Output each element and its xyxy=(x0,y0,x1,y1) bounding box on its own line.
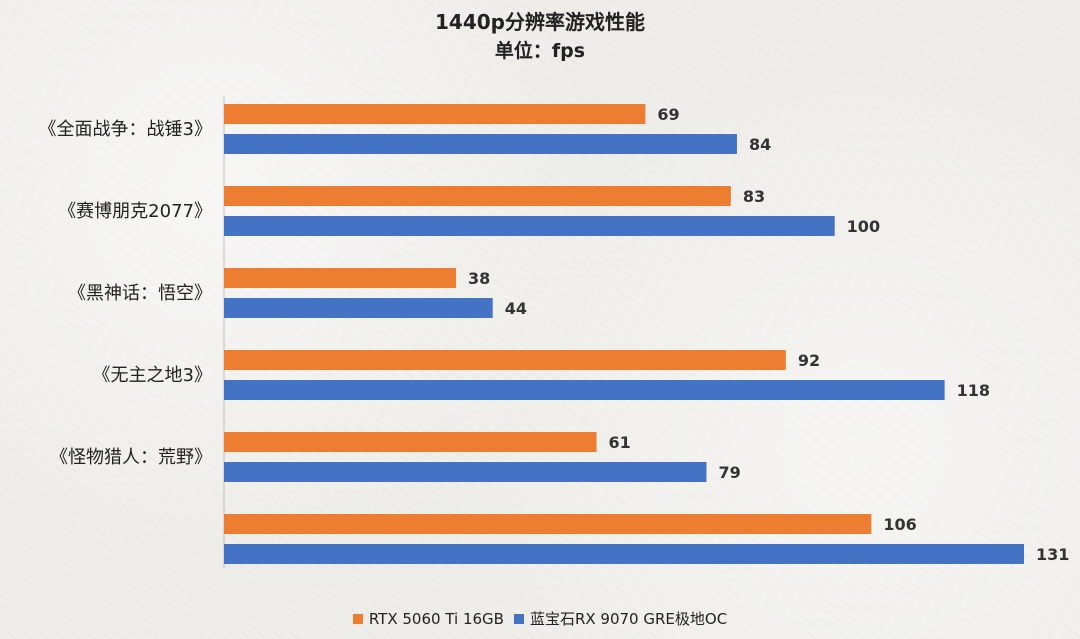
data-label: 131 xyxy=(1036,545,1069,564)
bar xyxy=(224,268,457,288)
category-label: 《全面战争：战锤3》 xyxy=(39,119,212,140)
data-label: 106 xyxy=(883,515,916,534)
legend-label: RTX 5060 Ti 16GB xyxy=(368,609,504,628)
category-label: 《怪物猎人：荒野》 xyxy=(50,447,212,468)
data-label: 61 xyxy=(609,433,631,452)
data-label: 79 xyxy=(718,463,740,482)
legend-swatch xyxy=(352,613,363,624)
data-label: 38 xyxy=(468,269,490,288)
category-label: 《无主之地3》 xyxy=(93,365,212,386)
legend-swatch xyxy=(513,613,524,624)
bar xyxy=(224,544,1024,564)
category-label: 《黑神话：悟空》 xyxy=(68,283,212,304)
chart-title: 1440p分辨率游戏性能 xyxy=(435,10,645,34)
bar xyxy=(224,432,597,452)
bar xyxy=(224,462,707,482)
data-label: 92 xyxy=(798,351,820,370)
bar xyxy=(224,514,872,534)
category-label: 《赛博朋克2077》 xyxy=(58,201,212,222)
data-label: 44 xyxy=(505,299,527,318)
bar xyxy=(224,186,731,206)
data-label: 69 xyxy=(657,105,679,124)
legend: RTX 5060 Ti 16GB 蓝宝石RX 9070 GRE极地OC xyxy=(0,608,1080,629)
legend-label: 蓝宝石RX 9070 GRE极地OC xyxy=(529,610,728,628)
bar xyxy=(224,380,945,400)
data-label: 84 xyxy=(749,135,771,154)
bar xyxy=(224,216,835,236)
bar xyxy=(224,134,737,154)
data-label: 100 xyxy=(847,217,880,236)
legend-item-series-2: 蓝宝石RX 9070 GRE极地OC xyxy=(513,608,728,629)
data-label: 83 xyxy=(743,187,765,206)
bar xyxy=(224,350,786,370)
data-label: 118 xyxy=(957,381,990,400)
chart-subtitle: 单位：fps xyxy=(494,40,586,62)
legend-item-series-1: RTX 5060 Ti 16GB xyxy=(352,609,504,628)
bar xyxy=(224,298,493,318)
bar xyxy=(224,104,646,124)
